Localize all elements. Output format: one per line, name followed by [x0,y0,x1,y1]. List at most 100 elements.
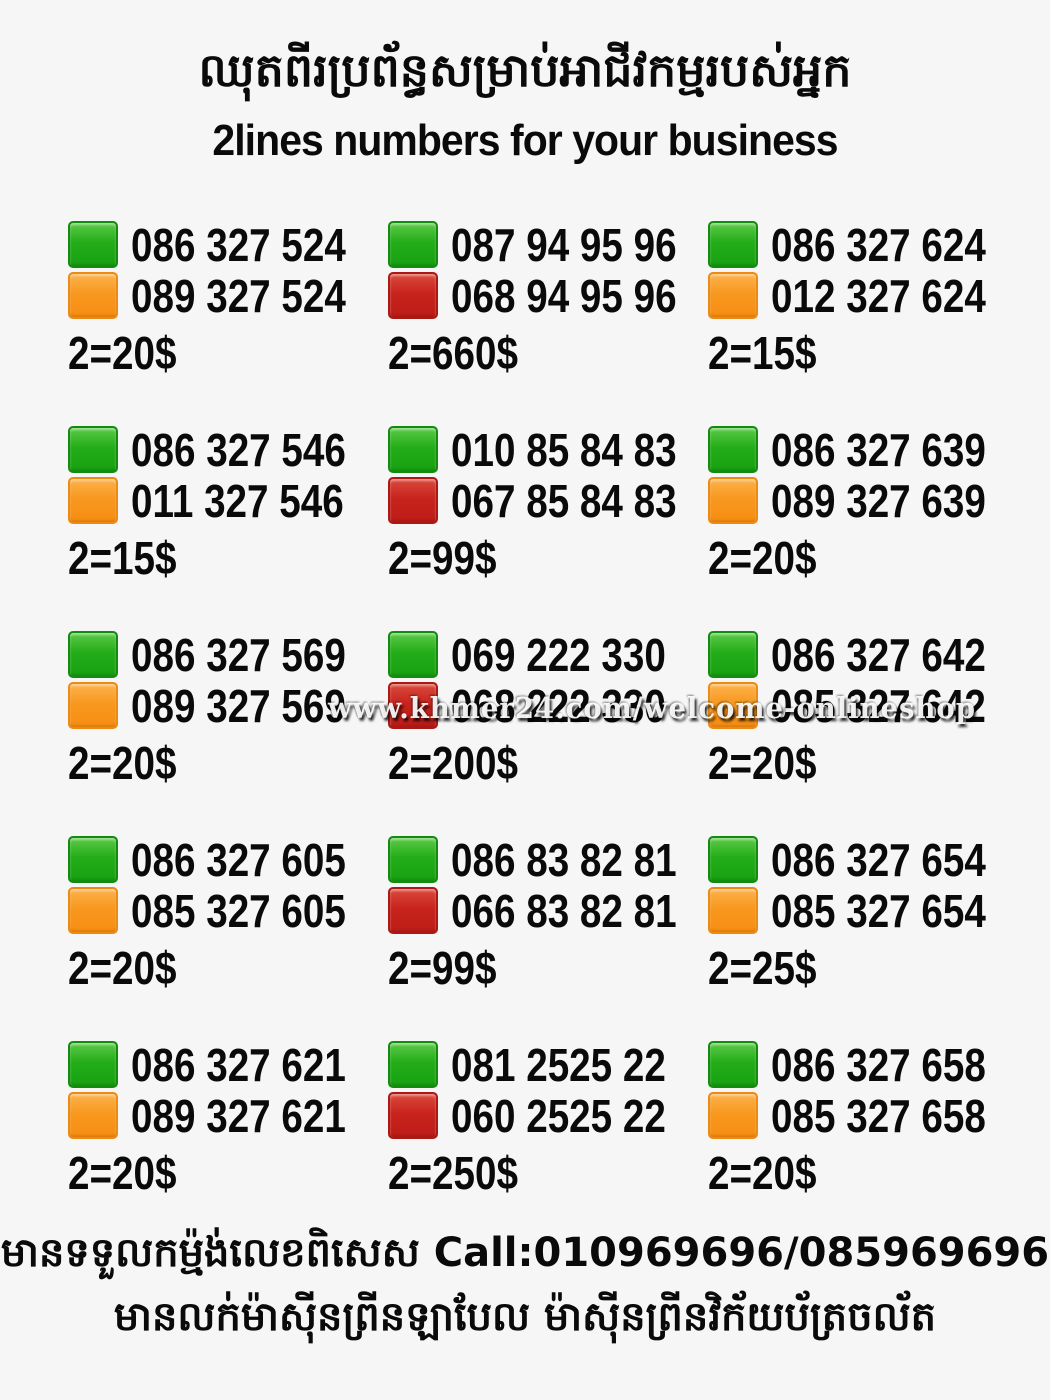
red-square-icon [388,272,438,319]
listing-line1: 086 327 524 [68,220,388,269]
number-listing: 086 327 658 085 327 658 2=20$ [708,1040,1028,1245]
orange-square-icon [708,272,758,319]
phone-number-primary: 086 327 569 [131,628,346,681]
price-label: 2=15$ [68,532,177,584]
number-listing: 086 83 82 81 066 83 82 81 2=99$ [388,835,708,1040]
listing-line2: 089 327 639 [708,476,1028,525]
orange-square-icon [68,272,118,319]
listing-line1: 086 327 642 [708,630,1028,679]
green-square-icon [388,631,438,678]
phone-number-secondary: 085 327 605 [131,884,346,937]
number-listing: 086 327 639 089 327 639 2=20$ [708,425,1028,630]
green-square-icon [388,221,438,268]
red-square-icon [388,1092,438,1139]
price-label: 2=20$ [68,327,177,379]
listing-line1: 087 94 95 96 [388,220,708,269]
listing-line2: 012 327 624 [708,271,1028,320]
green-square-icon [68,836,118,883]
listing-line1: 086 327 654 [708,835,1028,884]
phone-number-secondary: 068 94 95 96 [451,269,677,322]
listings-grid: 086 327 524 089 327 524 2=20$ 087 94 95 … [68,220,1028,1245]
green-square-icon [708,426,758,473]
phone-number-primary: 086 327 524 [131,218,346,271]
green-square-icon [68,631,118,678]
orange-square-icon [68,682,118,729]
listing-line2: 089 327 524 [68,271,388,320]
phone-number-primary: 086 327 658 [771,1038,986,1091]
listing-line2: 060 2525 22 [388,1091,708,1140]
listing-line2: 085 327 654 [708,886,1028,935]
phone-number-secondary: 068 222 330 [451,679,666,732]
green-square-icon [708,1041,758,1088]
listing-line2: 085 327 605 [68,886,388,935]
number-listing: 086 327 624 012 327 624 2=15$ [708,220,1028,425]
page-title-khmer: ឈុតពីរប្រព័ន្ធសម្រាប់អាជីវកម្មរបស់អ្នក [198,43,852,97]
listing-line2: 011 327 546 [68,476,388,525]
number-listing: 086 327 605 085 327 605 2=20$ [68,835,388,1040]
orange-square-icon [708,477,758,524]
listing-line1: 086 327 624 [708,220,1028,269]
green-square-icon [68,221,118,268]
listing-line1: 086 327 569 [68,630,388,679]
phone-number-primary: 069 222 330 [451,628,666,681]
listing-line2: 067 85 84 83 [388,476,708,525]
number-listing: 086 327 654 085 327 654 2=25$ [708,835,1028,1040]
phone-number-secondary: 060 2525 22 [451,1089,666,1142]
header: ឈុតពីរប្រព័ន្ធសម្រាប់អាជីវកម្មរបស់អ្នក 2… [0,22,1050,164]
orange-square-icon [68,887,118,934]
phone-number-secondary: 067 85 84 83 [451,474,677,527]
green-square-icon [68,1041,118,1088]
phone-number-secondary: 011 327 546 [131,474,344,527]
phone-number-secondary: 085 327 658 [771,1089,986,1142]
footer: មានទទួលកម្ម៉ង់លេខពិសេស Call:010969696/08… [0,1222,1050,1350]
phone-number-primary: 010 85 84 83 [451,423,677,476]
phone-number-secondary: 085 327 654 [771,884,986,937]
price-label: 2=99$ [388,532,497,584]
phone-number-secondary: 089 327 621 [131,1089,346,1142]
listing-line1: 069 222 330 [388,630,708,679]
price-label: 2=20$ [708,1147,817,1199]
listing-line2: 085 327 642 [708,681,1028,730]
listing-line2: 089 327 621 [68,1091,388,1140]
listing-line1: 081 2525 22 [388,1040,708,1089]
orange-square-icon [68,477,118,524]
page-subtitle: 2lines numbers for your business [212,116,838,165]
orange-square-icon [68,1092,118,1139]
phone-number-secondary: 066 83 82 81 [451,884,677,937]
listing-line1: 086 327 621 [68,1040,388,1089]
listing-line2: 085 327 658 [708,1091,1028,1140]
phone-number-primary: 086 327 605 [131,833,346,886]
green-square-icon [708,631,758,678]
phone-number-primary: 086 327 642 [771,628,986,681]
orange-square-icon [708,887,758,934]
red-square-icon [388,477,438,524]
listing-line1: 086 327 546 [68,425,388,474]
footer-contact-line: មានទទួលកម្ម៉ង់លេខពិសេស Call:010969696/08… [0,1230,1050,1276]
price-label: 2=20$ [68,942,177,994]
phone-number-primary: 086 327 546 [131,423,346,476]
listing-line1: 086 327 605 [68,835,388,884]
phone-number-primary: 087 94 95 96 [451,218,677,271]
phone-number-secondary: 089 327 569 [131,679,346,732]
price-label: 2=15$ [708,327,817,379]
green-square-icon [68,426,118,473]
phone-number-primary: 086 327 654 [771,833,986,886]
phone-number-primary: 086 83 82 81 [451,833,677,886]
number-listing: 086 327 621 089 327 621 2=20$ [68,1040,388,1245]
listing-line2: 066 83 82 81 [388,886,708,935]
price-label: 2=660$ [388,327,519,379]
listing-line2: 089 327 569 [68,681,388,730]
number-listing: 081 2525 22 060 2525 22 2=250$ [388,1040,708,1245]
number-listing: 086 327 569 089 327 569 2=20$ [68,630,388,835]
number-listing: 010 85 84 83 067 85 84 83 2=99$ [388,425,708,630]
listing-line1: 086 83 82 81 [388,835,708,884]
phone-number-secondary: 085 327 642 [771,679,986,732]
price-label: 2=20$ [68,737,177,789]
number-listing: 087 94 95 96 068 94 95 96 2=660$ [388,220,708,425]
price-label: 2=20$ [708,737,817,789]
number-listing: 086 327 642 085 327 642 2=20$ [708,630,1028,835]
orange-square-icon [708,682,758,729]
phone-number-secondary: 012 327 624 [771,269,986,322]
phone-number-secondary: 089 327 524 [131,269,346,322]
